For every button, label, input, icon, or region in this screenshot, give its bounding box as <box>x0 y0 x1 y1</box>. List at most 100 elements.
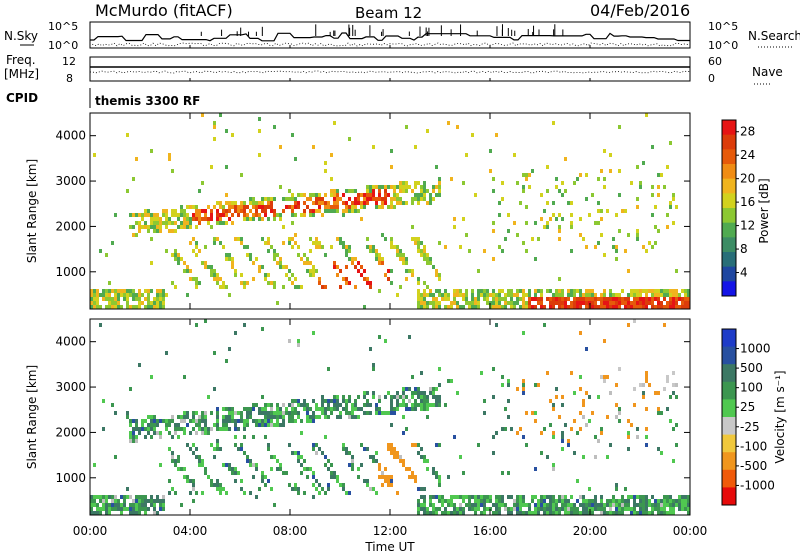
heatmap-cell <box>564 503 567 507</box>
heatmap-cell <box>618 169 621 173</box>
heatmap-cell <box>114 213 117 217</box>
heatmap-cell <box>417 277 420 281</box>
heatmap-cell <box>384 475 387 479</box>
heatmap-cell <box>384 197 387 201</box>
heatmap-cell <box>267 281 270 285</box>
heatmap-cell <box>456 391 459 395</box>
heatmap-cell <box>90 507 93 511</box>
heatmap-cell <box>105 289 108 293</box>
heatmap-cell <box>342 245 345 249</box>
nave-tick-top: 60 <box>708 55 722 68</box>
heatmap-cell <box>357 269 360 273</box>
heatmap-cell <box>549 399 552 403</box>
heatmap-cell <box>561 181 564 185</box>
heatmap-cell <box>243 419 246 423</box>
heatmap-cell <box>408 185 411 189</box>
heatmap-cell <box>375 185 378 189</box>
heatmap-cell <box>579 495 582 499</box>
heatmap-cell <box>558 511 561 515</box>
heatmap-cell <box>243 217 246 221</box>
heatmap-cell <box>543 427 546 431</box>
heatmap-cell <box>426 459 429 463</box>
heatmap-cell <box>285 265 288 269</box>
heatmap-cell <box>405 257 408 261</box>
heatmap-cell <box>129 511 132 515</box>
heatmap-cell <box>558 213 561 217</box>
heatmap-cell <box>639 301 642 305</box>
heatmap-cell <box>297 487 300 491</box>
heatmap-cell <box>351 411 354 415</box>
heatmap-cell <box>90 499 93 503</box>
heatmap-cell <box>423 197 426 201</box>
heatmap-cell <box>330 463 333 467</box>
heatmap-cell <box>258 117 261 121</box>
heatmap-cell <box>576 297 579 301</box>
heatmap-cell <box>507 289 510 293</box>
heatmap-cell <box>438 499 441 503</box>
heatmap-cell <box>594 245 597 249</box>
heatmap-cell <box>90 495 93 499</box>
heatmap-cell <box>420 403 423 407</box>
heatmap-cell <box>159 305 162 309</box>
heatmap-cell <box>285 411 288 415</box>
heatmap-cell <box>456 507 459 511</box>
heatmap-cell <box>441 293 444 297</box>
heatmap-cell <box>396 293 399 297</box>
heatmap-cell <box>126 133 129 137</box>
heatmap-cell <box>411 197 414 201</box>
heatmap-cell <box>330 205 333 209</box>
heatmap-cell <box>630 423 633 427</box>
heatmap-cell <box>384 339 387 343</box>
heatmap-cell <box>297 339 300 343</box>
heatmap-cell <box>501 197 504 201</box>
heatmap-cell <box>108 281 111 285</box>
heatmap-cell <box>624 301 627 305</box>
heatmap-cell <box>414 399 417 403</box>
heatmap-cell <box>543 507 546 511</box>
heatmap-cell <box>498 293 501 297</box>
heatmap-cell <box>297 245 300 249</box>
heatmap-cell <box>351 463 354 467</box>
heatmap-cell <box>285 205 288 209</box>
heatmap-cell <box>363 305 366 309</box>
heatmap-cell <box>129 503 132 507</box>
heatmap-cell <box>387 193 390 197</box>
heatmap-cell <box>564 301 567 305</box>
heatmap-cell <box>177 435 180 439</box>
velocity-colorbar-tick-label: -500 <box>740 459 767 473</box>
heatmap-cell <box>663 507 666 511</box>
heatmap-cell <box>309 261 312 265</box>
heatmap-cell <box>528 185 531 189</box>
nsky-tick-top: 10^5 <box>48 20 78 33</box>
heatmap-cell <box>555 217 558 221</box>
heatmap-cell <box>306 411 309 415</box>
heatmap-cell <box>441 495 444 499</box>
heatmap-cell <box>252 261 255 265</box>
heatmap-cell <box>417 197 420 201</box>
heatmap-cell <box>204 217 207 221</box>
heatmap-cell <box>498 507 501 511</box>
heatmap-cell <box>348 209 351 213</box>
heatmap-cell <box>216 411 219 415</box>
heatmap-cell <box>561 395 564 399</box>
heatmap-cell <box>108 507 111 511</box>
heatmap-cell <box>540 301 543 305</box>
heatmap-cell <box>417 241 420 245</box>
heatmap-cell <box>480 511 483 515</box>
heatmap-cell <box>90 503 93 507</box>
heatmap-cell <box>201 419 204 423</box>
heatmap-cell <box>165 249 168 253</box>
heatmap-cell <box>459 289 462 293</box>
heatmap-cell <box>531 297 534 301</box>
heatmap-cell <box>288 483 291 487</box>
heatmap-cell <box>435 475 438 479</box>
heatmap-cell <box>417 237 420 241</box>
heatmap-cell <box>324 193 327 197</box>
heatmap-cell <box>396 197 399 201</box>
heatmap-cell <box>255 467 258 471</box>
heatmap-cell <box>567 305 570 309</box>
heatmap-cell <box>93 297 96 301</box>
heatmap-cell <box>390 447 393 451</box>
heatmap-cell <box>582 399 585 403</box>
heatmap-cell <box>357 197 360 201</box>
